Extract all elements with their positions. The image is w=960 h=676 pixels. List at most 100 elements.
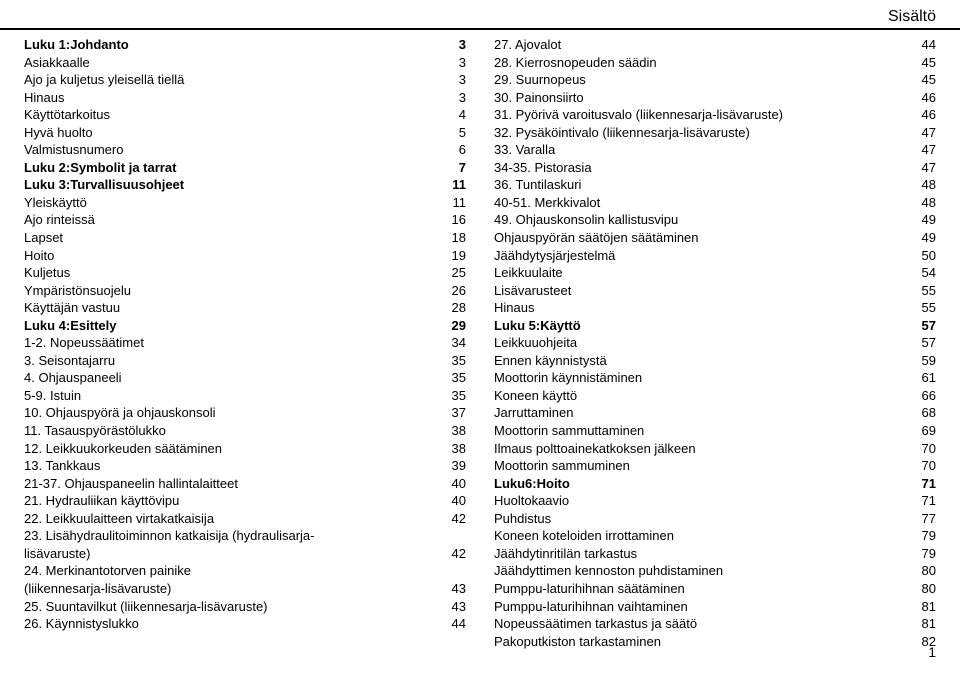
toc-entry: 22. Leikkuulaitteen virtakatkaisija42	[24, 510, 466, 528]
toc-entry: Ennen käynnistystä59	[494, 352, 936, 370]
toc-entry-text: Kuljetus	[24, 264, 70, 282]
toc-entry: Huoltokaavio71	[494, 492, 936, 510]
toc-entry-text: Ennen käynnistystä	[494, 352, 607, 370]
toc-entry: 31. Pyörivä varoitusvalo (liikennesarja-…	[494, 106, 936, 124]
toc-entry: 32. Pysäköintivalo (liikennesarja-lisäva…	[494, 124, 936, 142]
toc-entry-text: 27. Ajovalot	[494, 36, 561, 54]
toc-entry: Jäähdytysjärjestelmä50	[494, 247, 936, 265]
toc-entry-text: Hyvä huolto	[24, 124, 93, 142]
toc-entry: Jarruttaminen68	[494, 404, 936, 422]
toc-entry-text: 10. Ohjauspyörä ja ohjauskonsoli	[24, 404, 216, 422]
toc-entry: Luku 2:Symbolit ja tarrat7	[24, 159, 466, 177]
toc-entry: Moottorin käynnistäminen61	[494, 369, 936, 387]
toc-entry-page: 11	[452, 176, 466, 194]
toc-entry-page: 16	[452, 211, 466, 229]
toc-entry: 40-51. Merkkivalot48	[494, 194, 936, 212]
toc-entry: 36. Tuntilaskuri48	[494, 176, 936, 194]
toc-entry: Koneen käyttö66	[494, 387, 936, 405]
toc-entry-page: 77	[922, 510, 936, 528]
toc-entry-page: 47	[922, 124, 936, 142]
toc-entry-text: 29. Suurnopeus	[494, 71, 586, 89]
toc-entry: 5-9. Istuin35	[24, 387, 466, 405]
toc-entry-text: 40-51. Merkkivalot	[494, 194, 600, 212]
toc-entry-text: 28. Kierrosnopeuden säädin	[494, 54, 657, 72]
toc-entry: 26. Käynnistyslukko44	[24, 615, 466, 633]
toc-columns: Luku 1:Johdanto3Asiakkaalle3Ajo ja kulje…	[0, 0, 960, 650]
toc-entry: Luku 5:Käyttö57	[494, 317, 936, 335]
toc-entry: Leikkuuohjeita 57	[494, 334, 936, 352]
toc-entry-page: 28	[452, 299, 466, 317]
toc-entry-text: 5-9. Istuin	[24, 387, 81, 405]
toc-entry-text: Käyttötarkoitus	[24, 106, 110, 124]
toc-entry: Ilmaus polttoainekatkoksen jälkeen70	[494, 440, 936, 458]
toc-entry-text: Hinaus	[494, 299, 534, 317]
toc-entry: (liikennesarja-lisävaruste)43	[24, 580, 466, 598]
toc-entry: 28. Kierrosnopeuden säädin 45	[494, 54, 936, 72]
toc-entry: 29. Suurnopeus 45	[494, 71, 936, 89]
toc-entry-text: Moottorin sammuttaminen	[494, 422, 644, 440]
toc-entry-page: 81	[922, 598, 936, 616]
toc-entry-page: 3	[459, 54, 466, 72]
toc-entry-page: 18	[452, 229, 466, 247]
toc-entry: Jäähdytinritilän tarkastus79	[494, 545, 936, 563]
toc-entry-page: 61	[922, 369, 936, 387]
toc-entry-page: 50	[922, 247, 936, 265]
toc-entry-page: 79	[922, 527, 936, 545]
toc-entry-page: 38	[452, 422, 466, 440]
toc-entry: Luku 4:Esittely29	[24, 317, 466, 335]
toc-entry-page: 35	[452, 352, 466, 370]
toc-entry: Hyvä huolto5	[24, 124, 466, 142]
toc-entry-text: lisävaruste)	[24, 545, 90, 563]
toc-entry-text: 12. Leikkuukorkeuden säätäminen	[24, 440, 222, 458]
toc-entry-text: Moottorin sammuminen	[494, 457, 630, 475]
toc-entry-text: Lapset	[24, 229, 63, 247]
toc-entry-text: Leikkuuohjeita	[494, 334, 577, 352]
toc-entry-page: 39	[452, 457, 466, 475]
toc-entry: Pumppu-laturihihnan vaihtaminen 81	[494, 598, 936, 616]
toc-entry-text: Koneen koteloiden irrottaminen	[494, 527, 674, 545]
toc-entry-text: Pumppu-laturihihnan säätäminen	[494, 580, 685, 598]
toc-entry-page: 57	[922, 317, 936, 335]
toc-entry: Valmistusnumero6	[24, 141, 466, 159]
toc-entry-text: 30. Painonsiirto	[494, 89, 584, 107]
toc-entry: 21. Hydrauliikan käyttövipu 40	[24, 492, 466, 510]
toc-entry: Hinaus55	[494, 299, 936, 317]
toc-entry: Ohjauspyörän säätöjen säätäminen49	[494, 229, 936, 247]
toc-entry: 10. Ohjauspyörä ja ohjauskonsoli 37	[24, 404, 466, 422]
toc-entry-text: Puhdistus	[494, 510, 551, 528]
toc-entry: Puhdistus 77	[494, 510, 936, 528]
toc-entry-page: 19	[452, 247, 466, 265]
toc-entry: Moottorin sammuminen70	[494, 457, 936, 475]
toc-entry-page: 57	[922, 334, 936, 352]
toc-entry-page: 46	[922, 89, 936, 107]
toc-entry: Lapset 18	[24, 229, 466, 247]
toc-entry: 11. Tasauspyörästölukko38	[24, 422, 466, 440]
toc-entry-text: Ajo rinteissä	[24, 211, 95, 229]
toc-entry-text: Hoito	[24, 247, 54, 265]
toc-entry-page: 46	[922, 106, 936, 124]
toc-entry-text: 31. Pyörivä varoitusvalo (liikennesarja-…	[494, 106, 783, 124]
toc-entry: 24. Merkinantotorven painike	[24, 562, 466, 580]
toc-entry-text: Luku 4:Esittely	[24, 317, 116, 335]
toc-entry-page: 35	[452, 369, 466, 387]
toc-entry-page: 55	[922, 282, 936, 300]
toc-entry-text: 13. Tankkaus	[24, 457, 100, 475]
toc-entry: 12. Leikkuukorkeuden säätäminen38	[24, 440, 466, 458]
toc-entry-page: 47	[922, 141, 936, 159]
toc-entry-page: 40	[452, 492, 466, 510]
toc-entry-text: 34-35. Pistorasia	[494, 159, 592, 177]
toc-entry-page: 45	[922, 71, 936, 89]
toc-entry-text: Luku 2:Symbolit ja tarrat	[24, 159, 176, 177]
toc-entry-page: 80	[922, 580, 936, 598]
toc-entry: 1-2. Nopeussäätimet34	[24, 334, 466, 352]
toc-entry-page: 6	[459, 141, 466, 159]
toc-entry: 33. Varalla47	[494, 141, 936, 159]
toc-entry-text: Pumppu-laturihihnan vaihtaminen	[494, 598, 688, 616]
toc-entry: 13. Tankkaus 39	[24, 457, 466, 475]
toc-entry: Ajo ja kuljetus yleisellä tiellä3	[24, 71, 466, 89]
toc-entry-page: 37	[452, 404, 466, 422]
toc-entry-page: 80	[922, 562, 936, 580]
toc-entry-page: 45	[922, 54, 936, 72]
toc-entry: 34-35. Pistorasia47	[494, 159, 936, 177]
toc-entry-text: 21. Hydrauliikan käyttövipu	[24, 492, 179, 510]
